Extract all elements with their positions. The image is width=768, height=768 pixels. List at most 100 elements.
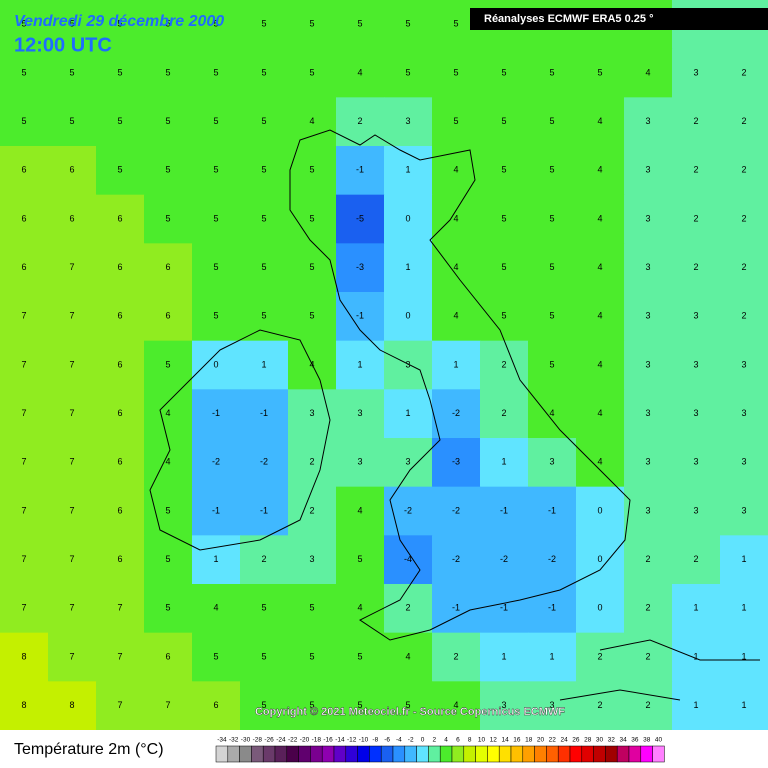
field-value: 4 [213, 603, 218, 613]
legend-swatch [498, 745, 512, 763]
field-cell [240, 146, 289, 196]
field-cell [96, 681, 145, 731]
field-cell [0, 292, 49, 342]
field-value: -1 [260, 505, 268, 515]
field-cell [48, 146, 97, 196]
field-value: 5 [261, 311, 266, 321]
field-value: -1 [260, 408, 268, 418]
field-value: 5 [309, 19, 314, 29]
legend-tick: 24 [560, 737, 568, 744]
field-value: 0 [597, 554, 602, 564]
field-value: 5 [69, 116, 74, 126]
field-value: 3 [741, 457, 746, 467]
field-value: 3 [693, 67, 698, 77]
field-value: 4 [165, 457, 170, 467]
field-value: 6 [69, 165, 74, 175]
field-cell [144, 292, 193, 342]
field-value: 2 [501, 359, 506, 369]
field-cell [144, 681, 193, 731]
field-cell [480, 389, 529, 439]
field-cell [336, 632, 385, 682]
field-value: 2 [261, 554, 266, 564]
field-cell [576, 292, 625, 342]
field-cell [96, 0, 145, 50]
field-value: -1 [356, 311, 364, 321]
field-cell [288, 584, 337, 634]
field-value: 5 [501, 116, 506, 126]
legend-tick: -26 [264, 737, 274, 744]
field-value: 5 [165, 19, 170, 29]
field-cell [672, 194, 721, 244]
field-cell [0, 486, 49, 536]
field-cell [144, 438, 193, 488]
field-value: 3 [405, 457, 410, 467]
field-cell [528, 146, 577, 196]
field-value: 4 [165, 408, 170, 418]
great-britain [289, 129, 631, 641]
field-cell [240, 194, 289, 244]
legend-tick: -28 [253, 737, 263, 744]
field-cell [384, 97, 433, 147]
field-cell [0, 48, 49, 98]
field-value: 0 [213, 359, 218, 369]
legend-swatch [593, 745, 606, 763]
legend-swatch [333, 745, 347, 763]
field-value: 4 [453, 165, 458, 175]
field-value: 4 [453, 700, 458, 710]
field-cell [720, 389, 768, 439]
field-value: 6 [213, 700, 218, 710]
field-value: 5 [165, 116, 170, 126]
temperature-field: 5 5 5 5 5 5 5 5 5 5 5 5 5 4 3 2 5 5 5 5 5 5 5 4 5 5 5 5 5 4 3 2 5 5 5 5 5 5 4 2… [0, 0, 768, 731]
field-value: -1 [548, 603, 556, 613]
field-cell [720, 146, 768, 196]
field-value: 8 [21, 651, 26, 661]
field-value: 5 [501, 67, 506, 77]
legend-tick: -30 [241, 737, 251, 744]
field-value: 5 [309, 651, 314, 661]
field-cell [96, 243, 145, 293]
field-cell [336, 389, 385, 439]
legend-swatch [251, 745, 264, 763]
legend-swatch [557, 745, 571, 763]
field-cell [96, 584, 145, 634]
field-value: 4 [597, 165, 602, 175]
field-value: 5 [261, 651, 266, 661]
field-cell [48, 389, 97, 439]
field-cell [0, 535, 49, 585]
legend-tick: -32 [229, 737, 239, 744]
field-value: 5 [357, 554, 362, 564]
field-cell [336, 438, 385, 488]
field-value: 1 [549, 651, 554, 661]
field-cell [672, 438, 721, 488]
field-value: 1 [693, 603, 698, 613]
field-cell [432, 97, 481, 147]
field-value: 5 [549, 359, 554, 369]
coastlines [149, 129, 760, 701]
field-value: 7 [117, 651, 122, 661]
field-value: 6 [117, 213, 122, 223]
field-cell [720, 48, 768, 98]
legend-swatch [262, 745, 276, 763]
field-value: 3 [357, 457, 362, 467]
field-value: 5 [117, 116, 122, 126]
field-cell [288, 146, 337, 196]
field-value: 3 [309, 408, 314, 418]
legend-tick: 12 [490, 737, 498, 744]
field-value: 7 [21, 359, 26, 369]
field-cell [672, 97, 721, 147]
field-cell [0, 389, 49, 439]
field-cell [624, 146, 673, 196]
field-value: 5 [309, 603, 314, 613]
field-cell [144, 146, 193, 196]
field-cell [336, 48, 385, 98]
field-cell [384, 292, 433, 342]
field-value: 5 [165, 505, 170, 515]
field-value: 1 [693, 700, 698, 710]
field-value: 3 [549, 457, 554, 467]
field-value: 2 [357, 116, 362, 126]
field-value: 6 [165, 262, 170, 272]
field-cell [96, 48, 145, 98]
field-cell [672, 243, 721, 293]
field-value: 4 [453, 213, 458, 223]
field-cell [432, 681, 481, 731]
